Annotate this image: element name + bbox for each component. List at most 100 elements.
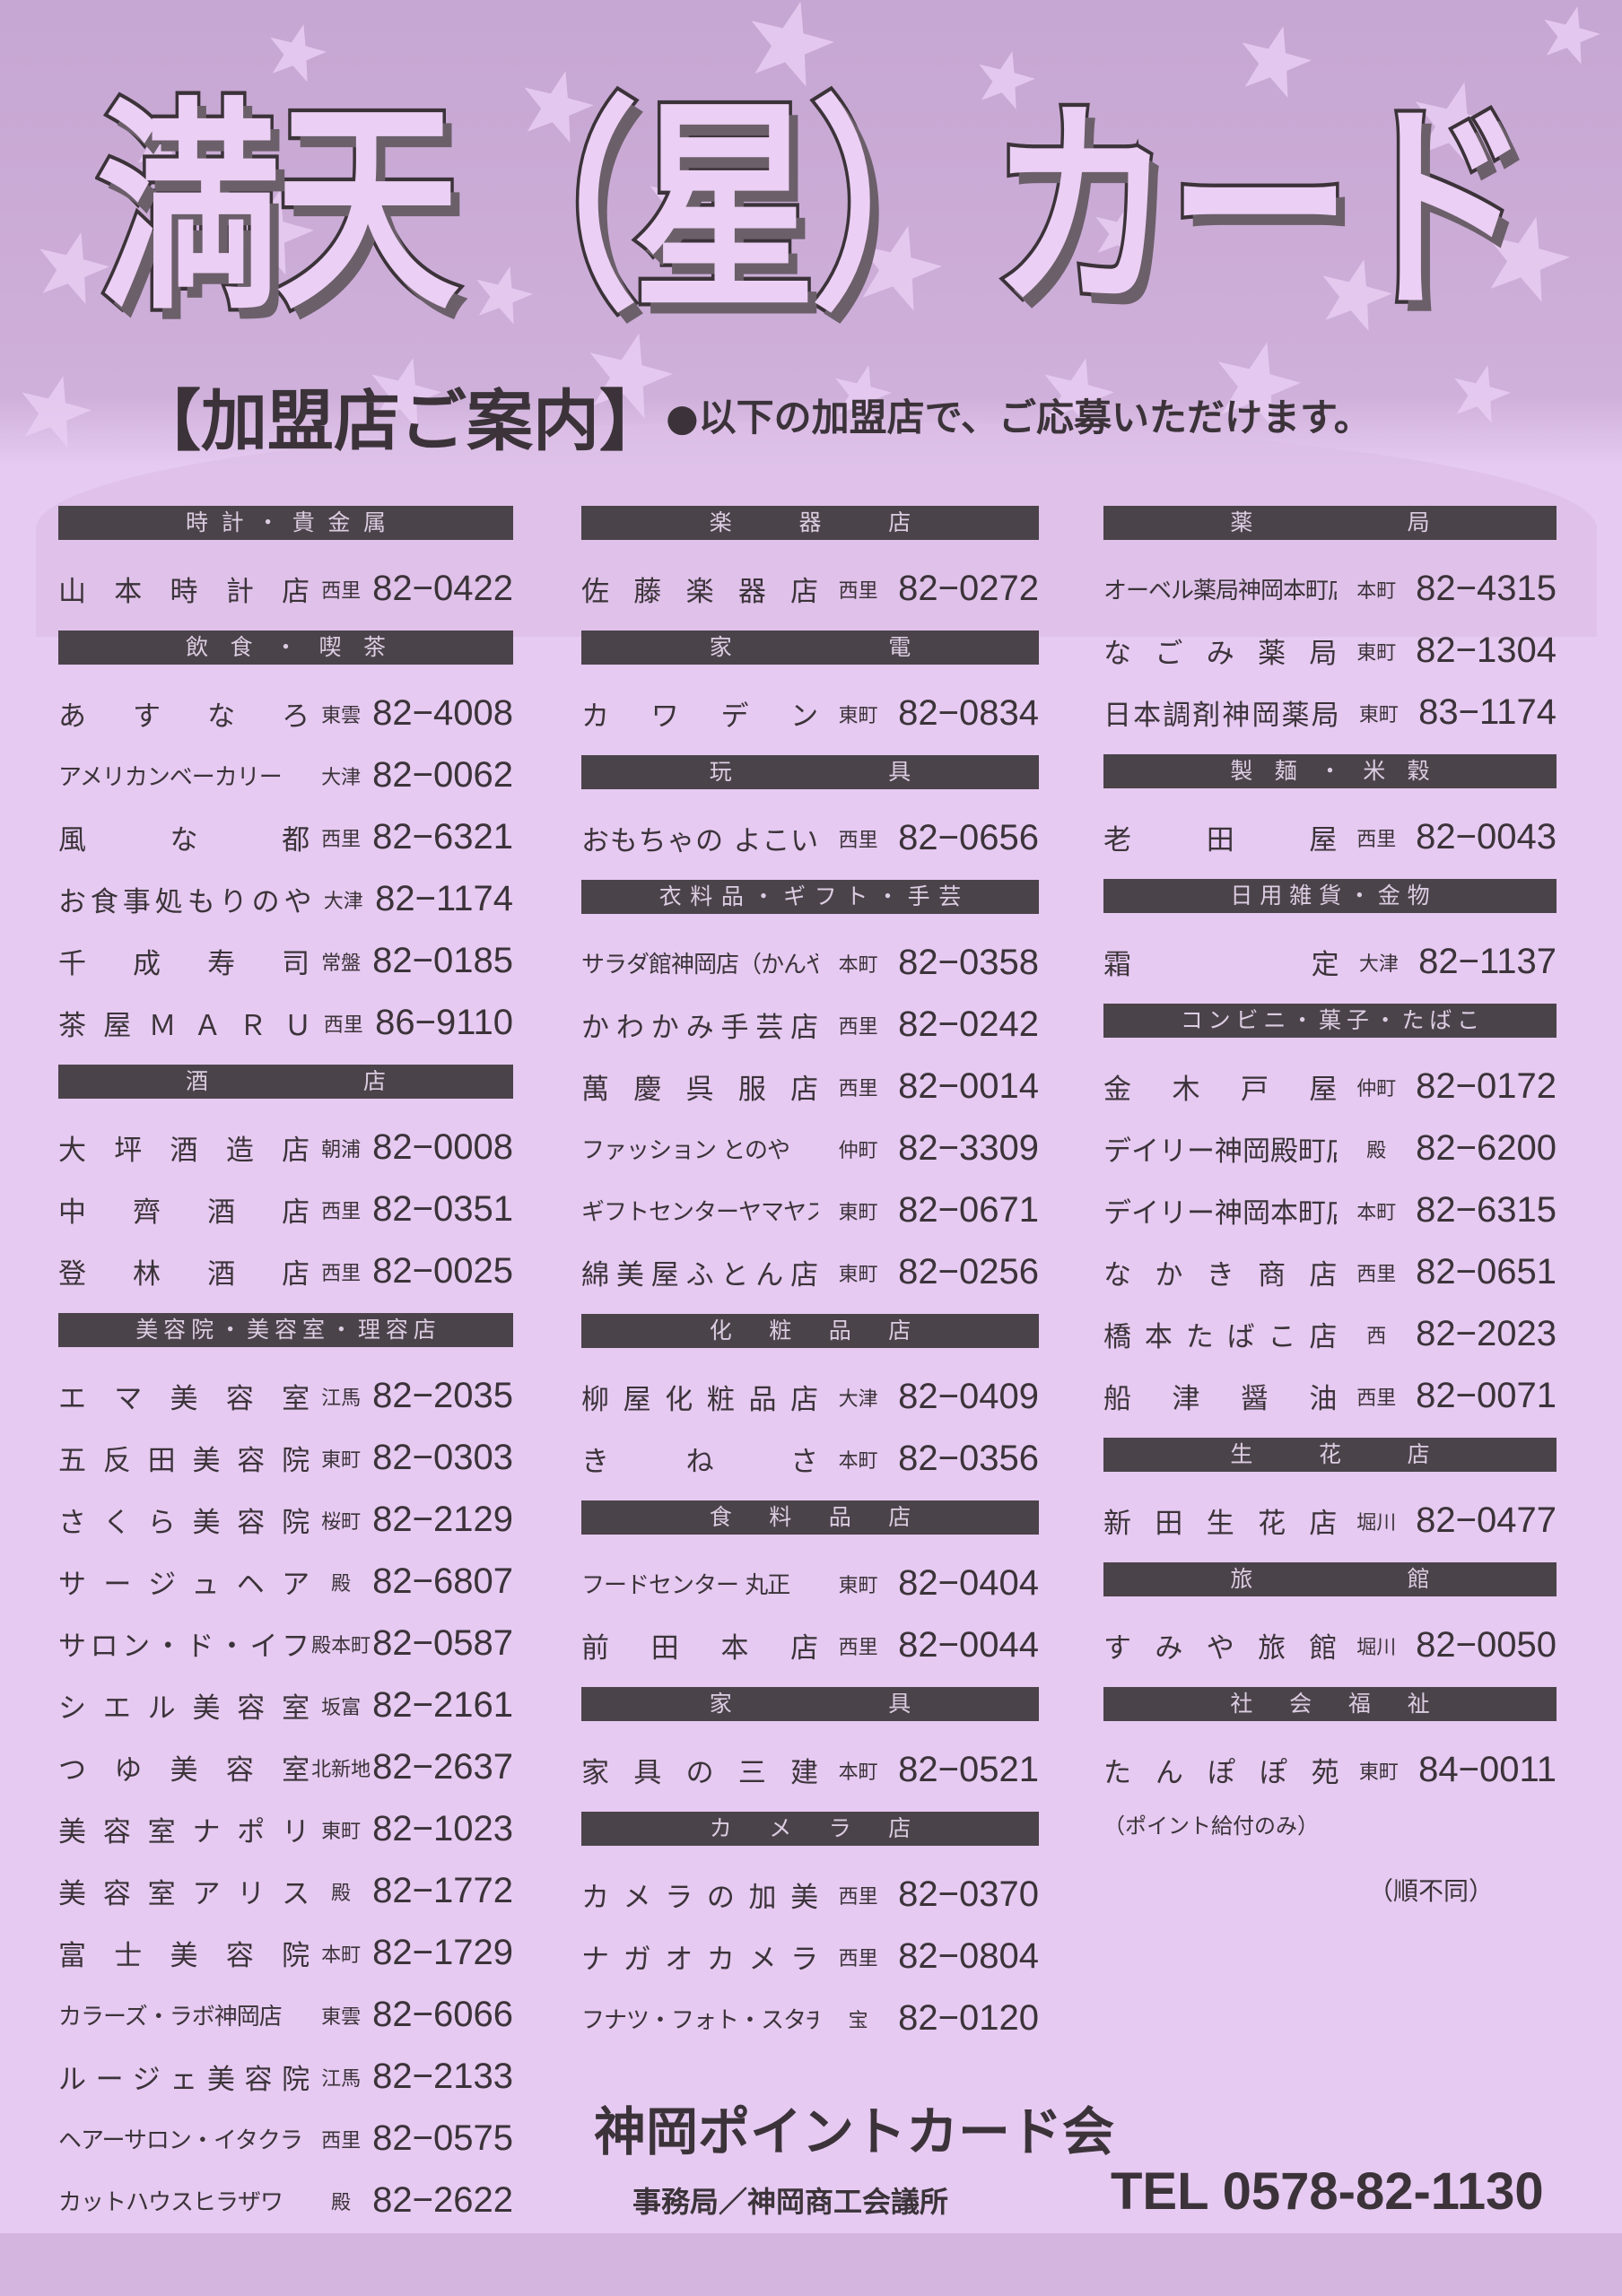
store-phone: 82−1729 (372, 1933, 513, 1972)
store-phone: 82−2023 (1416, 1314, 1557, 1353)
page-title: 満天（星）カード (94, 80, 1534, 341)
store-name: 家具の三建 (581, 1757, 819, 1789)
store-phone: 82−0477 (1416, 1500, 1557, 1540)
store-name: ルージェ美容院 (58, 2064, 310, 2096)
store-phone: 82−0656 (898, 818, 1039, 857)
store-area: 北新地 (311, 1758, 371, 1781)
store-column-3: 薬局 オーベル薬局神岡本町店 本町 82−4315 なごみ薬局 東町 82−1304 日本調剤… (1103, 506, 1557, 1908)
store-name: カットハウスヒラザワ (58, 2189, 283, 2216)
guide-note: ●以下の加盟店で、ご応募いただけます。 (666, 396, 1372, 439)
store-area: 西里 (321, 579, 362, 603)
store-area: 本町 (321, 1944, 362, 1967)
store-area: 東町 (1356, 641, 1397, 665)
star-icon (1217, 342, 1301, 428)
store-name: 新田生花店 (1103, 1508, 1338, 1540)
store-row: 前田本店 西里 82−0044 (581, 1614, 1039, 1676)
store-name: サロン・ド・イフ (58, 1631, 310, 1663)
store-row: あすなろ 東雲 82−4008 (58, 683, 513, 744)
store-name: 日本調剤神岡薬局 (1103, 700, 1339, 732)
store-name: なかき商店 (1103, 1259, 1338, 1292)
store-area: 桜町 (321, 1510, 362, 1534)
store-phone: 82−2637 (372, 1747, 513, 1787)
store-area: 朝浦 (321, 1138, 362, 1161)
store-name: 老田屋 (1103, 824, 1338, 857)
store-row: 船津醤油 西里 82−0071 (1103, 1365, 1557, 1427)
store-phone: 82−0587 (372, 1623, 513, 1663)
store-area: 本町 (1356, 1201, 1397, 1224)
store-phone: 82−0256 (898, 1252, 1039, 1292)
store-phone: 82−0404 (898, 1563, 1039, 1603)
store-area: 東町 (838, 1263, 878, 1286)
store-phone: 82−0008 (372, 1127, 513, 1167)
store-area: 仲町 (1356, 1077, 1397, 1100)
store-phone: 82−6807 (372, 1561, 513, 1601)
store-name: おもちゃの よこい (581, 825, 819, 857)
category-header: 飲食・喫茶 (58, 631, 513, 665)
store-area: 西里 (838, 579, 878, 603)
store-phone: 82−0804 (898, 1936, 1039, 1976)
store-phone: 83−1174 (1418, 692, 1557, 732)
store-row: サージュヘア殿 82−6807 (58, 1551, 513, 1613)
store-area: 本町 (838, 953, 878, 977)
store-row: おもちゃの よこい 西里 82−0656 (581, 807, 1039, 869)
category-header: 楽器店 (581, 506, 1039, 540)
store-name: 金木戸屋 (1103, 1074, 1338, 1106)
store-name: 山本時計店 (58, 576, 310, 608)
store-row: フナツ・フォト・スタヂオ 宝 82−0120 (581, 1987, 1039, 2049)
store-row: 千成寿司 常盤 82−0185 (58, 930, 513, 992)
store-name: ファッション とのや (581, 1137, 790, 1164)
store-name: サラダ館神岡店（かんや） (581, 952, 819, 978)
store-phone: 82−0651 (1416, 1252, 1557, 1292)
category-header: 時計・貴金属 (58, 506, 513, 540)
store-row: 佐藤楽器店 西里 82−0272 (581, 558, 1039, 620)
category-header: コンビニ・菓子・たばこ (1103, 1004, 1557, 1038)
store-name: 萬慶呉服店 (581, 1074, 819, 1106)
store-phone: 82−1023 (372, 1809, 513, 1848)
store-phone: 82−0172 (1416, 1066, 1557, 1106)
star-icon (979, 51, 1035, 109)
star-icon (835, 365, 892, 423)
store-row: 大坪酒造店 朝浦 82−0008 (58, 1117, 513, 1178)
store-name: 五反田美容院 (58, 1445, 310, 1477)
store-name: カメラの加美 (581, 1882, 819, 1914)
store-row: ナガオカメラ 西里 82−0804 (581, 1926, 1039, 1987)
store-area: 江馬 (321, 1387, 362, 1410)
store-phone: 82−0370 (898, 1874, 1039, 1914)
store-row: さくら美容院 桜町 82−2129 (58, 1489, 513, 1551)
store-phone: 82−0043 (1416, 817, 1557, 857)
store-name: 船津醤油 (1103, 1383, 1338, 1415)
store-row: 家具の三建 本町 82−0521 (581, 1739, 1039, 1801)
category-header: 薬局 (1103, 506, 1557, 540)
store-phone: 82−2622 (372, 2180, 513, 2220)
store-column-1: 時計・貴金属 山本時計店 西里 82−0422 飲食・喫茶あすなろ 東雲 82−4008 アメ… (58, 506, 513, 2231)
store-phone: 82−1304 (1416, 631, 1557, 670)
store-name: デイリー神岡本町店 (1103, 1197, 1338, 1230)
store-row: デイリー神岡本町店 本町 82−6315 (1103, 1179, 1557, 1241)
order-note: （順不同） (1367, 1876, 1494, 1906)
store-row: 中齊酒店 西里 82−0351 (58, 1178, 513, 1240)
store-row: アメリカンベーカリー 大津 82−0062 (58, 744, 513, 806)
store-row: きねさ 本町 82−0356 (581, 1428, 1039, 1490)
store-name: ギフトセンターヤマヤス (581, 1199, 819, 1226)
store-name: あすなろ (58, 700, 310, 733)
star-icon (1044, 358, 1114, 430)
store-name: 登林酒店 (58, 1258, 310, 1291)
store-name: つゆ美容室 (58, 1754, 310, 1787)
star-icon (1415, 82, 1498, 168)
store-area: 本町 (838, 1449, 878, 1473)
store-area: 殿 (331, 2191, 352, 2214)
store-name: 佐藤楽器店 (581, 576, 819, 608)
store-area: 西里 (838, 1636, 878, 1659)
store-name: エマ美容室 (58, 1383, 310, 1415)
store-name: かわかみ手芸店 (581, 1012, 819, 1044)
store-area: 東町 (321, 1448, 362, 1472)
store-phone: 82−0422 (372, 569, 513, 608)
store-row: 日本調剤神岡薬局 東町 83−1174 (1103, 682, 1557, 744)
store-phone: 82−0671 (898, 1190, 1039, 1230)
store-name: デイリー神岡殿町店 (1103, 1135, 1338, 1168)
store-area: 西 (1366, 1325, 1387, 1348)
store-name: なごみ薬局 (1103, 638, 1338, 670)
store-name: 綿美屋ふとん店 (581, 1259, 819, 1292)
star-icon (371, 358, 441, 430)
store-name: 風な都 (58, 824, 310, 857)
